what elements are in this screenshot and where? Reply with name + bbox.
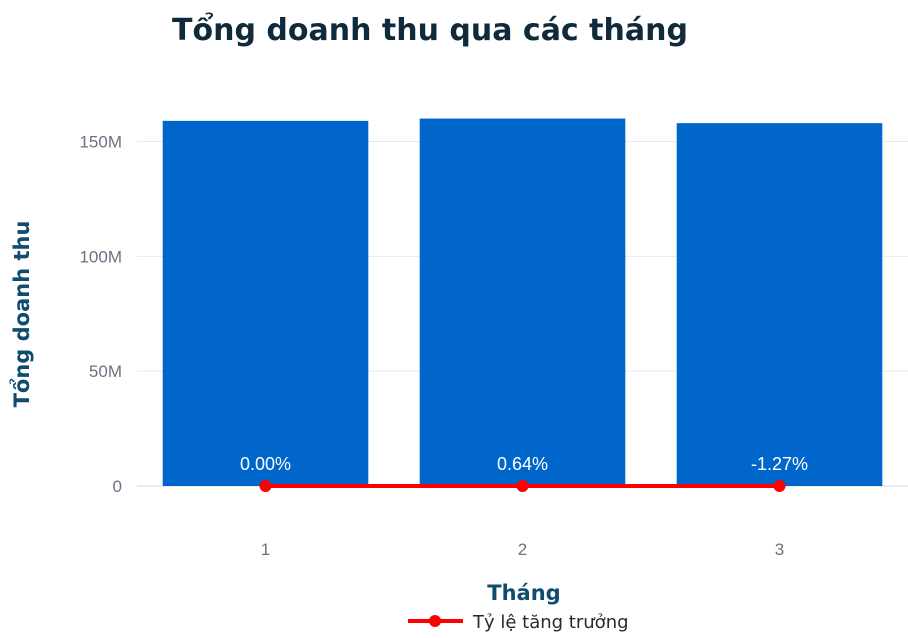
y-tick-label: 150M xyxy=(79,133,122,152)
growth-point xyxy=(259,480,272,492)
growth-data-labels: 0.00% 0.64% -1.27% xyxy=(240,454,808,474)
growth-line-series xyxy=(259,480,786,492)
bar xyxy=(162,120,369,487)
y-tick-label: 100M xyxy=(79,247,122,266)
bar xyxy=(676,123,883,487)
growth-label: 0.00% xyxy=(240,454,291,474)
legend[interactable]: Tỷ lệ tăng trưởng xyxy=(408,612,629,633)
growth-point xyxy=(516,480,529,492)
bar-series xyxy=(162,118,883,487)
x-tick-label: 2 xyxy=(518,540,527,559)
x-tick-label: 1 xyxy=(261,540,270,559)
y-tick-label: 0 xyxy=(113,477,122,496)
y-axis-ticks: 0 50M 100M 150M xyxy=(79,133,122,496)
legend-marker xyxy=(429,615,441,627)
growth-point xyxy=(773,480,786,492)
y-axis-title: Tổng doanh thu xyxy=(9,221,34,408)
growth-label: 0.64% xyxy=(497,454,548,474)
chart-title: Tổng doanh thu qua các tháng xyxy=(172,12,688,48)
x-axis-ticks: 1 2 3 xyxy=(261,540,784,559)
x-axis-title: Tháng xyxy=(487,581,560,605)
legend-entry-growth: Tỷ lệ tăng trưởng xyxy=(472,612,629,633)
y-tick-label: 50M xyxy=(89,362,122,381)
growth-label: -1.27% xyxy=(751,454,808,474)
x-tick-label: 3 xyxy=(775,540,784,559)
bar xyxy=(419,118,626,486)
